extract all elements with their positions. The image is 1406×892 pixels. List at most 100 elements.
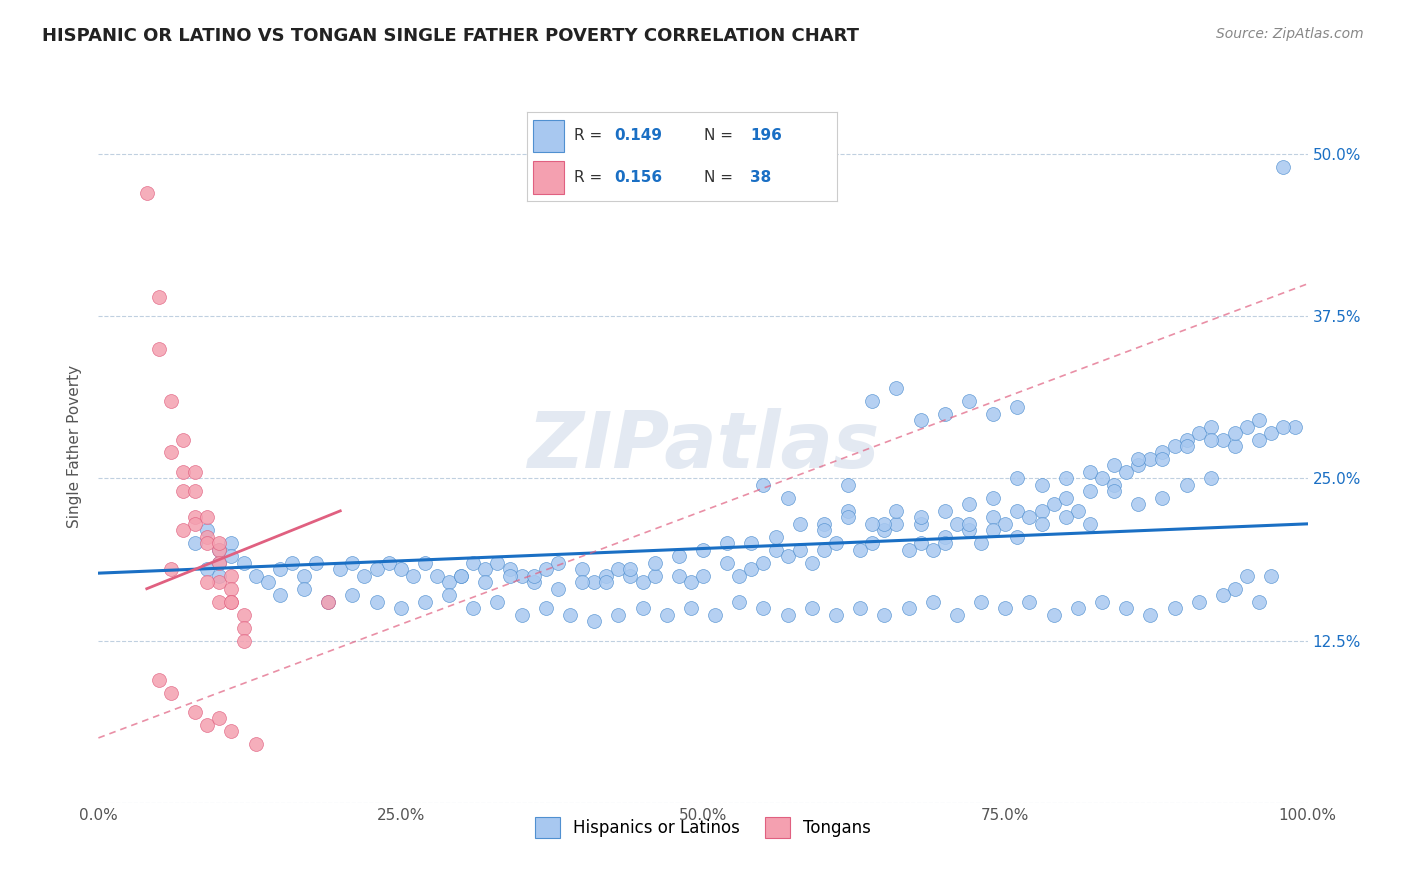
Point xyxy=(789,542,811,557)
Point xyxy=(921,595,943,609)
Point xyxy=(631,575,654,590)
Point xyxy=(571,562,593,576)
Point xyxy=(1212,433,1234,447)
Point xyxy=(1260,425,1282,440)
Point xyxy=(1139,452,1161,467)
Point xyxy=(195,718,218,732)
Point xyxy=(208,542,231,557)
Point xyxy=(160,562,183,576)
Point xyxy=(1163,439,1185,453)
Point xyxy=(946,516,969,531)
Point xyxy=(135,186,157,200)
Point xyxy=(463,556,485,570)
Point xyxy=(981,407,1004,421)
Point xyxy=(679,575,702,590)
Point xyxy=(510,607,533,622)
Text: R =: R = xyxy=(574,128,607,143)
Point xyxy=(1031,516,1053,531)
Point xyxy=(184,705,207,719)
Point xyxy=(195,575,218,590)
Point xyxy=(1007,471,1029,485)
Point xyxy=(910,516,932,531)
Point xyxy=(886,516,908,531)
Point xyxy=(316,595,339,609)
Point xyxy=(195,536,218,550)
Point xyxy=(1007,400,1029,414)
Point xyxy=(316,595,339,609)
Point xyxy=(981,524,1004,538)
Point xyxy=(957,516,980,531)
Point xyxy=(825,536,848,550)
Point xyxy=(547,582,569,596)
Point xyxy=(1249,433,1271,447)
Point xyxy=(860,516,883,531)
Point xyxy=(970,595,993,609)
Point xyxy=(1212,588,1234,602)
Point xyxy=(329,562,352,576)
Point xyxy=(740,536,762,550)
Point xyxy=(256,575,278,590)
Point xyxy=(1031,504,1053,518)
Point xyxy=(704,607,727,622)
Point xyxy=(849,542,872,557)
Point xyxy=(184,536,207,550)
Point xyxy=(474,575,496,590)
Point xyxy=(1163,601,1185,615)
Point xyxy=(1223,439,1246,453)
Point xyxy=(486,595,509,609)
Point xyxy=(195,510,218,524)
Point xyxy=(571,575,593,590)
Point xyxy=(970,536,993,550)
Point xyxy=(377,556,399,570)
Point xyxy=(523,575,546,590)
Point xyxy=(644,556,666,570)
Point xyxy=(655,607,678,622)
Point xyxy=(679,601,702,615)
Point xyxy=(1031,478,1053,492)
Point xyxy=(813,516,835,531)
Point xyxy=(897,542,920,557)
Point xyxy=(595,568,617,582)
Point xyxy=(765,542,787,557)
Point xyxy=(860,536,883,550)
Point xyxy=(957,524,980,538)
Point xyxy=(740,562,762,576)
Point xyxy=(728,568,751,582)
Point xyxy=(1042,497,1064,511)
Point xyxy=(1102,478,1125,492)
Point xyxy=(498,562,520,576)
Point xyxy=(716,536,738,550)
Point xyxy=(946,607,969,622)
Point xyxy=(897,601,920,615)
Point xyxy=(1007,504,1029,518)
Point xyxy=(413,556,436,570)
Point xyxy=(221,595,243,609)
Point xyxy=(934,536,956,550)
Text: 38: 38 xyxy=(749,170,772,185)
Point xyxy=(957,497,980,511)
Point xyxy=(849,601,872,615)
Point xyxy=(221,549,243,564)
Point xyxy=(1199,433,1222,447)
Point xyxy=(184,484,207,499)
Point xyxy=(1018,510,1040,524)
Point xyxy=(837,478,859,492)
Point xyxy=(366,562,388,576)
Point xyxy=(366,595,388,609)
Point xyxy=(765,530,787,544)
Point xyxy=(1188,425,1211,440)
Point xyxy=(208,595,231,609)
Point xyxy=(1152,445,1174,459)
Point xyxy=(160,445,183,459)
Point xyxy=(607,607,630,622)
Text: 196: 196 xyxy=(749,128,782,143)
Point xyxy=(583,614,606,628)
Point xyxy=(860,393,883,408)
Point xyxy=(1078,465,1101,479)
Text: R =: R = xyxy=(574,170,607,185)
Text: Source: ZipAtlas.com: Source: ZipAtlas.com xyxy=(1216,27,1364,41)
Point xyxy=(644,568,666,582)
Point xyxy=(1115,465,1137,479)
Point xyxy=(619,562,641,576)
Point xyxy=(160,685,183,699)
